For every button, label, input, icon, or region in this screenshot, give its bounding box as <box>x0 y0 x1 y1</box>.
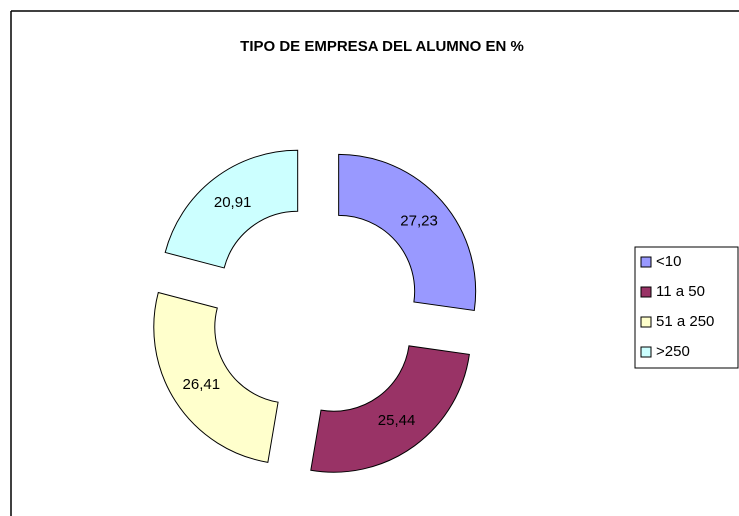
data-label: 20,91 <box>214 194 252 211</box>
legend-label: >250 <box>656 343 690 360</box>
legend-box <box>634 246 739 369</box>
donut-segment <box>153 291 279 463</box>
legend-swatch <box>640 286 652 298</box>
data-label: 27,23 <box>400 212 438 229</box>
data-label: 25,44 <box>378 412 416 429</box>
legend-label: 11 a 50 <box>656 283 705 300</box>
donut-segment <box>338 153 477 312</box>
donut-segment <box>310 345 470 473</box>
chart-title: TIPO DE EMPRESA DEL ALUMNO EN % <box>240 38 524 55</box>
legend-swatch <box>640 256 652 268</box>
data-label: 26,41 <box>183 376 221 393</box>
legend-label: 51 a 250 <box>656 313 714 330</box>
legend-swatch <box>640 346 652 358</box>
donut-segment <box>164 149 299 269</box>
legend-label: <10 <box>656 253 681 270</box>
legend-swatch <box>640 316 652 328</box>
